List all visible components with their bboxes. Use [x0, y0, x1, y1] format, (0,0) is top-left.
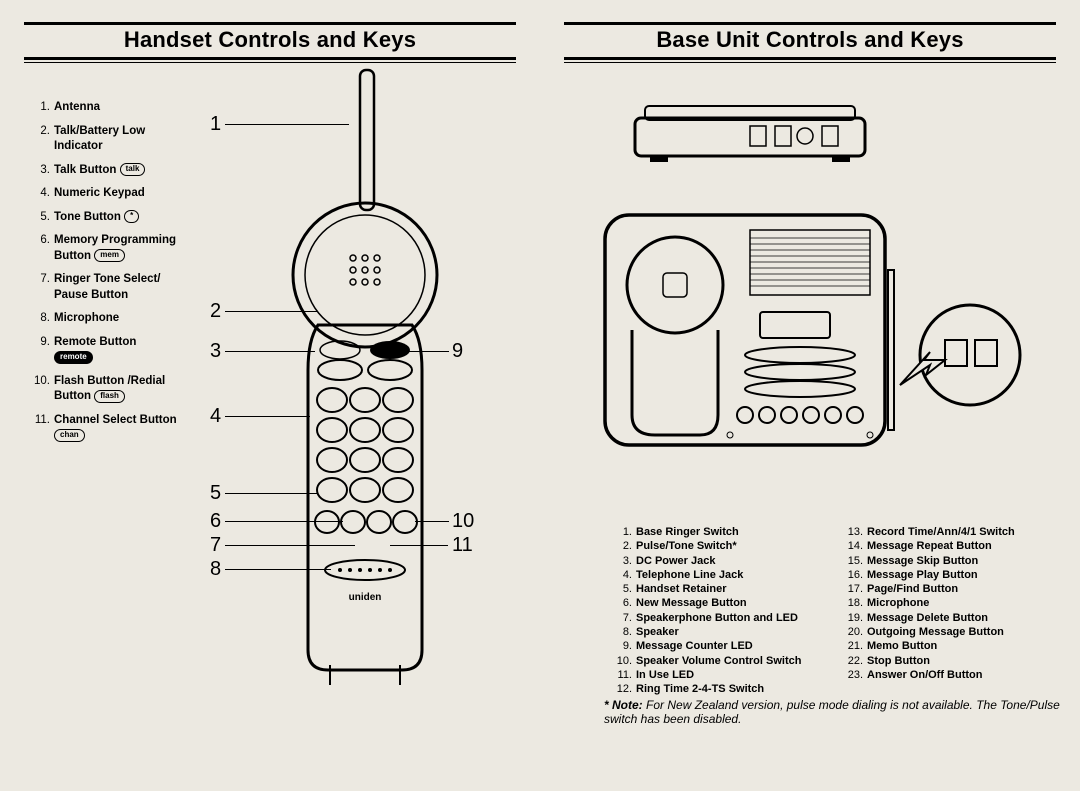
base-legend: 1.Base Ringer Switch 2.Pulse/Tone Switch…	[610, 525, 1046, 697]
callout-6: 6	[210, 510, 221, 533]
left-title: Handset Controls and Keys	[24, 27, 516, 53]
callout-8: 8	[210, 558, 221, 581]
base-inset	[890, 300, 1030, 430]
callout-5: 5	[210, 482, 221, 505]
left-page: Handset Controls and Keys 1.Antenna 2.Ta…	[0, 0, 540, 791]
base-rear-diagram	[630, 98, 870, 168]
right-title: Base Unit Controls and Keys	[564, 27, 1056, 53]
callout-9: 9	[452, 340, 463, 363]
handset-diagram: uniden	[260, 70, 470, 690]
handset-legend: 1.Antenna 2.Talk/Battery Low Indicator 3…	[28, 100, 178, 452]
footnote: * Note: For New Zealand version, pulse m…	[604, 698, 1064, 726]
callout-7: 7	[210, 534, 221, 557]
callout-1: 1	[210, 113, 221, 136]
callout-10: 10	[452, 510, 474, 533]
base-top-diagram	[600, 210, 910, 460]
callout-3: 3	[210, 340, 221, 363]
callout-4: 4	[210, 405, 221, 428]
callout-11: 11	[452, 534, 473, 557]
svg-text:uniden: uniden	[349, 592, 382, 603]
callout-2: 2	[210, 300, 221, 323]
